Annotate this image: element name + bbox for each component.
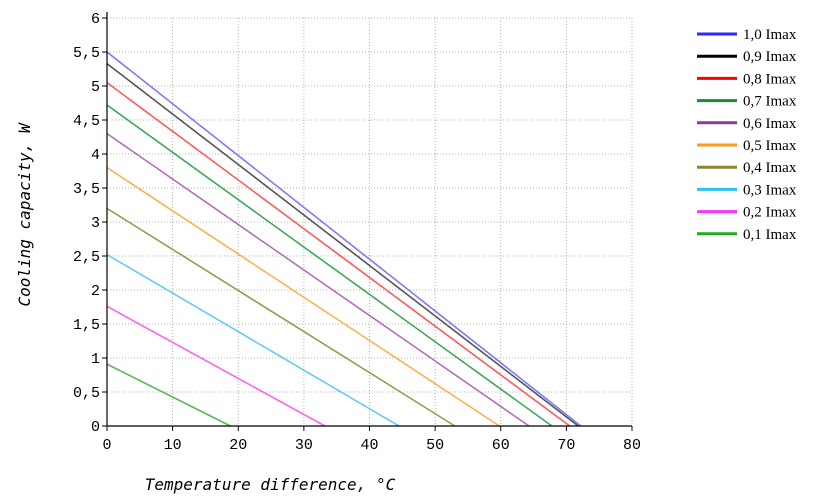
y-tick-label: 3,5: [73, 181, 100, 198]
x-axis-title: Temperature difference, °C: [145, 475, 396, 494]
legend: 1,0 Imax 0,9 Imax 0,8 Imax 0,7 Imax 0,6 Imax…: [697, 27, 797, 243]
x-tick-label: 10: [164, 437, 182, 454]
x-tick-label: 70: [557, 437, 575, 454]
y-tick-label: 5: [91, 79, 100, 96]
legend-label-0: 1,0 Imax: [743, 27, 797, 43]
legend-label-6: 0,4 Imax: [743, 160, 797, 176]
series-line-2: [106, 81, 571, 427]
y-tick-label: 0: [91, 419, 100, 436]
legend-label-7: 0,3 Imax: [743, 182, 797, 198]
y-tick-label: 1: [91, 351, 100, 368]
x-tick-label: 40: [360, 437, 378, 454]
series-line-0: [106, 51, 582, 427]
series-line-1: [106, 62, 579, 427]
axes: [102, 12, 633, 431]
series-lines: [106, 51, 582, 427]
legend-label-4: 0,6 Imax: [743, 116, 797, 132]
legend-label-5: 0,5 Imax: [743, 138, 797, 154]
y-tick-label: 6: [91, 11, 100, 28]
series-line-9: [106, 363, 231, 427]
grid: [107, 17, 633, 426]
y-tick-label: 4,5: [73, 113, 100, 130]
x-tick-label: 30: [295, 437, 313, 454]
y-tick-label: 2,5: [73, 249, 100, 266]
y-tick-label: 0,5: [73, 385, 100, 402]
x-tick-label: 50: [426, 437, 444, 454]
series-line-8: [106, 305, 326, 427]
legend-label-9: 0,1 Imax: [743, 227, 797, 243]
series-line-6: [106, 207, 456, 427]
y-tick-label: 3: [91, 215, 100, 232]
y-tick-label: 1,5: [73, 317, 100, 334]
x-tick-label: 80: [623, 437, 641, 454]
tick-labels: 0 10 20 30 40 50 60 70 80 0 0,5 1 1,5 2 2,5 3 3,5 4 4,5 5 5,…: [73, 11, 641, 454]
x-tick-label: 60: [492, 437, 510, 454]
legend-label-3: 0,7 Imax: [743, 94, 797, 110]
y-tick-label: 5,5: [73, 45, 100, 62]
x-tick-label: 20: [229, 437, 247, 454]
y-tick-label: 4: [91, 147, 100, 164]
x-tick-label: 0: [102, 437, 111, 454]
legend-label-2: 0,8 Imax: [743, 71, 797, 87]
series-line-5: [106, 166, 500, 427]
legend-label-1: 0,9 Imax: [743, 49, 797, 65]
y-axis-title: Cooling capacity, W: [15, 122, 34, 306]
series-line-3: [106, 104, 553, 427]
y-tick-label: 2: [91, 283, 100, 300]
series-line-7: [106, 253, 400, 427]
legend-label-8: 0,2 Imax: [743, 205, 797, 221]
series-line-4: [106, 132, 530, 427]
